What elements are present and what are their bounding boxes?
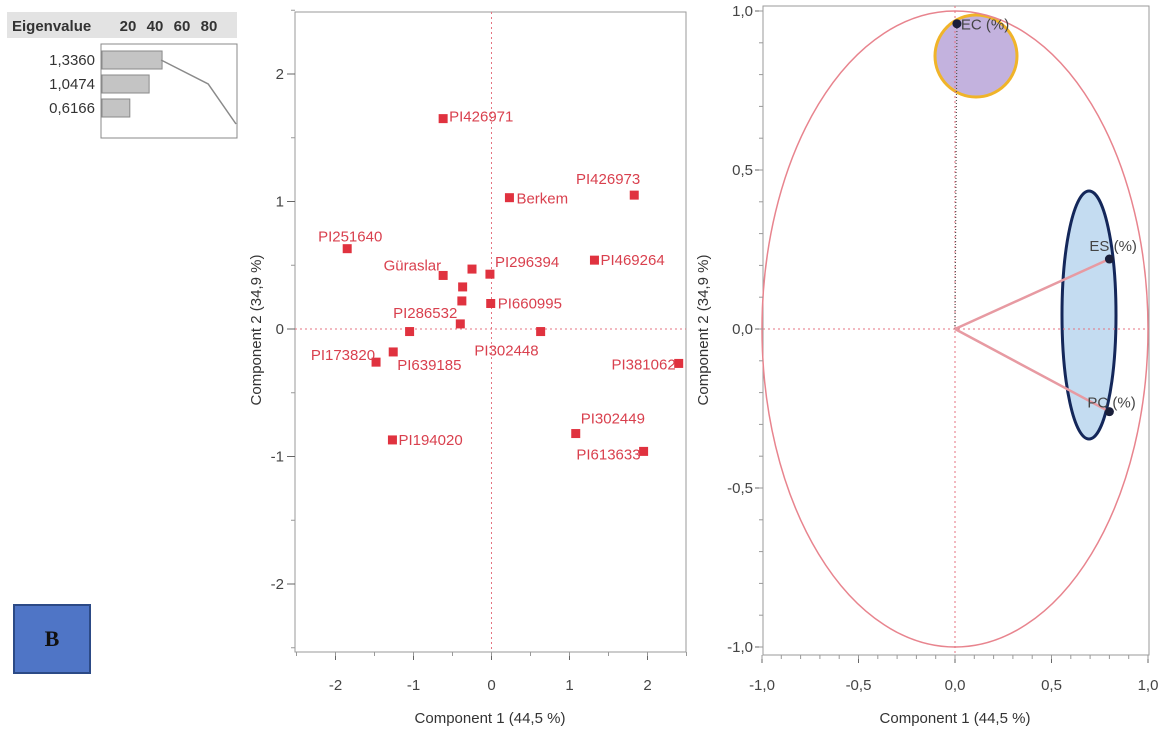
eigen-rows: 1,3360 1,0474 0,6166 <box>49 50 237 125</box>
score-point <box>455 319 465 329</box>
eigen-percent-bar <box>101 98 131 118</box>
score-point-label: PI302449 <box>581 411 645 428</box>
loading-point <box>1104 254 1114 264</box>
score-x-tick-label: 1 <box>565 677 573 694</box>
score-point-label: PI660995 <box>498 296 562 313</box>
loading-x-axis-label: Component 1 (44,5 %) <box>880 710 1031 727</box>
score-point <box>438 270 448 280</box>
eigen-scale-tick: 80 <box>201 18 218 35</box>
score-point <box>458 282 468 292</box>
score-point <box>457 296 467 306</box>
score-y-tick-label: 1 <box>276 194 284 211</box>
score-point-label: PI296394 <box>495 254 559 271</box>
score-x-tick-label: -2 <box>329 677 342 694</box>
score-plot-frame <box>294 11 687 653</box>
score-x-tick-label: 0 <box>487 677 495 694</box>
loading-y-tick-label: -0,5 <box>727 480 753 497</box>
loading-vector <box>954 257 1110 331</box>
score-point <box>405 327 415 337</box>
es-pc-highlight-ellipse <box>1060 189 1118 441</box>
loading-y-tick-label: 0,0 <box>732 321 753 338</box>
loading-x-tick-label: 0,5 <box>1041 677 1062 694</box>
score-reference-lines <box>295 12 686 652</box>
loading-y-axis-label: Component 2 (34,9 %) <box>695 255 712 406</box>
loading-x-tick-label: 0,0 <box>945 677 966 694</box>
score-point-label: PI194020 <box>398 432 462 449</box>
score-plot: -2 -1 0 1 2 -2 -1 0 1 2 PI426971 Berkem PI426973 PI2… <box>248 9 687 727</box>
score-point-label: PI173820 <box>311 347 375 364</box>
eigen-header-bg <box>7 12 237 38</box>
loading-y-tick-label: 1,0 <box>732 3 753 20</box>
eigenvalue-label: 0,6166 <box>49 100 95 117</box>
eigen-scale-tick: 40 <box>147 18 164 35</box>
loading-point <box>1104 407 1114 417</box>
loading-highlight-groups <box>933 13 1118 441</box>
score-x-tick-label: -1 <box>407 677 420 694</box>
score-point <box>371 357 381 367</box>
score-point-label: PI469264 <box>600 252 664 269</box>
score-point <box>639 446 649 456</box>
loading-plot: -1,0 -1,0 -0,5 -0,5 0,0 0,0 0,5 0,5 1,0 1,0 EC (%… <box>695 3 1158 727</box>
score-point-label: PI613633 <box>576 446 640 463</box>
score-point <box>485 269 495 279</box>
score-point-label: PI426973 <box>576 171 640 188</box>
cumulative-percent-line <box>160 59 237 125</box>
loading-axis-ticks: -1,0 -1,0 -0,5 -0,5 0,0 0,0 0,5 0,5 1,0 1,0 <box>727 3 1158 694</box>
eigen-header: Eigenvalue <box>12 18 91 35</box>
score-point-label: PI286532 <box>393 305 457 322</box>
score-point <box>504 193 514 203</box>
loading-point <box>952 19 962 29</box>
score-y-tick-label: 0 <box>276 321 284 338</box>
score-point <box>536 327 546 337</box>
score-axis-ticks: -2 -1 0 1 2 -2 -1 0 1 2 <box>271 9 687 694</box>
loading-point-label: EC (%) <box>961 17 1009 34</box>
loading-plot-frame <box>762 5 1150 656</box>
score-y-tick-label: -2 <box>271 576 284 593</box>
score-point-label: PI302448 <box>474 343 538 360</box>
loading-point-label: PC (%) <box>1087 395 1135 412</box>
panel-label-text: B <box>44 626 60 651</box>
loading-reference-lines <box>763 6 1149 655</box>
score-point-label: PI381062 <box>611 356 675 373</box>
eigenvalue-table: Eigenvalue 20 40 60 80 1,3360 1,0474 0,6166 <box>7 12 238 139</box>
loading-y-tick-label: -1,0 <box>727 639 753 656</box>
score-point-label: Güraslar <box>384 257 442 274</box>
eigenvalue-label: 1,0474 <box>49 76 95 93</box>
eigen-scale-tick: 60 <box>174 18 191 35</box>
score-point <box>486 299 496 308</box>
score-point-label: PI251640 <box>318 229 382 246</box>
loading-x-tick-label: -1,0 <box>749 677 775 694</box>
loading-point-label: ES (%) <box>1089 238 1137 255</box>
score-point-label: PI639185 <box>397 357 461 374</box>
loading-vectors: EC (%) ES (%) PC (%) <box>952 17 1137 417</box>
loading-vector <box>954 327 1110 413</box>
score-y-tick-label: -1 <box>271 449 284 466</box>
score-point <box>387 435 397 445</box>
loading-x-tick-label: -0,5 <box>846 677 872 694</box>
score-y-axis-label: Component 2 (34,9 %) <box>248 255 265 406</box>
score-point <box>388 347 398 357</box>
score-x-tick-label: 2 <box>643 677 651 694</box>
score-point-label: Berkem <box>516 191 568 208</box>
loading-y-tick-label: 0,5 <box>732 162 753 179</box>
score-point <box>571 429 581 439</box>
score-point <box>467 264 477 274</box>
eigen-percent-bar <box>101 50 163 70</box>
loading-x-tick-label: 1,0 <box>1138 677 1159 694</box>
score-point <box>342 244 352 254</box>
score-point <box>438 114 448 124</box>
eigenvalue-label: 1,3360 <box>49 52 95 69</box>
score-point-label: PI426971 <box>449 109 513 126</box>
score-point <box>674 358 684 368</box>
score-y-tick-label: 2 <box>276 66 284 83</box>
score-point <box>589 255 599 265</box>
score-x-axis-label: Component 1 (44,5 %) <box>415 710 566 727</box>
panel-label-badge: B <box>13 604 91 674</box>
eigen-scale-tick: 20 <box>120 18 137 35</box>
eigen-percent-bar <box>101 74 150 94</box>
score-point <box>629 190 639 200</box>
